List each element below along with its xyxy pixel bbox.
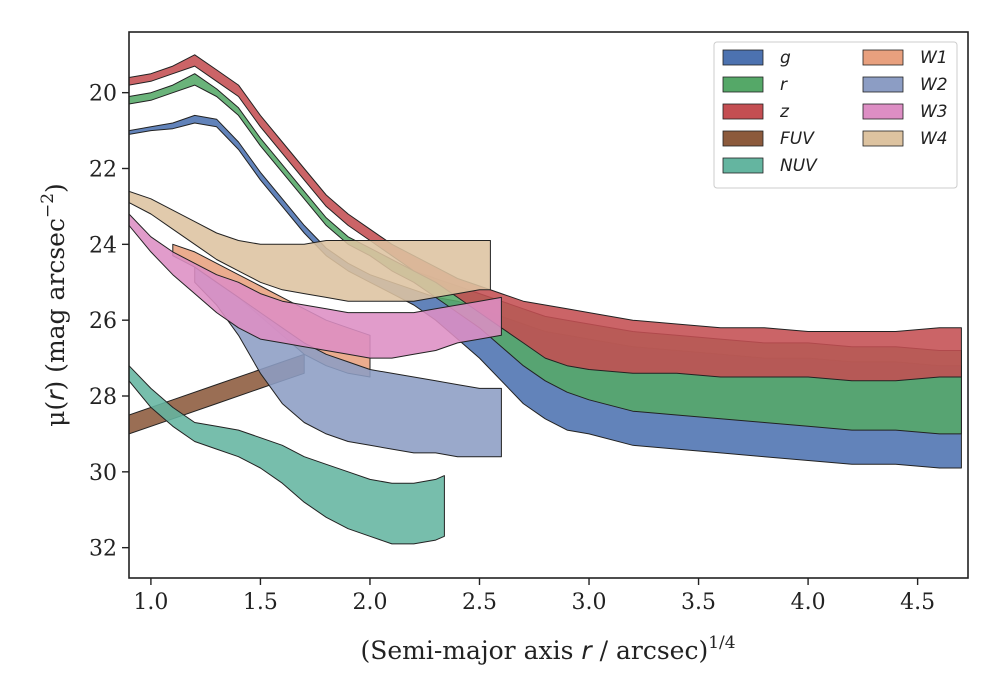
legend-swatch-nuv [722, 157, 764, 174]
x-axis-title: (Semi-major axis r / arcsec)1/4 [360, 633, 735, 665]
legend-label-w3: W3 [920, 102, 948, 122]
legend-label-r: r [780, 75, 788, 95]
y-tick-label: 32 [89, 537, 117, 562]
legend-label-w1: W1 [920, 48, 948, 68]
legend-swatch-g [722, 49, 764, 66]
legend-swatch-z [722, 103, 764, 120]
y-tick-label: 26 [89, 309, 117, 334]
x-tick-label: 3.0 [572, 590, 607, 615]
y-tick-label: 24 [89, 233, 117, 258]
band-nuv [129, 365, 445, 545]
x-tick-label: 4.5 [900, 590, 935, 615]
x-tick-label: 2.0 [352, 590, 387, 615]
legend-swatch-w2 [862, 76, 904, 93]
y-axis-title: μ(r) (mag arcsec−2) [38, 183, 70, 427]
y-tick-label: 28 [89, 385, 117, 410]
band-w4 [129, 190, 491, 302]
legend: grz FUV NUV W1 W2 W3 W4 [713, 41, 958, 189]
x-tick-label: 3.5 [681, 590, 716, 615]
axes: 1.0 1.5 2.0 2.5 3.0 3.5 4.0 4.5 20 22 24 26 28 30 32 [89, 31, 969, 615]
legend-label-w2: W2 [920, 75, 948, 95]
y-tick-label: 20 [89, 82, 117, 107]
legend-swatch-w1 [862, 49, 904, 66]
band-z [129, 54, 962, 382]
legend-label-fuv: FUV [780, 129, 815, 149]
plot-area [129, 54, 962, 545]
x-tick-label: 4.0 [791, 590, 826, 615]
legend-label-nuv: NUV [780, 156, 818, 176]
x-tick-label: 2.5 [462, 590, 497, 615]
y-tick-label: 22 [89, 158, 117, 183]
legend-label-w4: W4 [920, 129, 948, 149]
x-tick-label: 1.5 [243, 590, 278, 615]
legend-swatch-w4 [862, 130, 904, 147]
y-tick-label: 30 [89, 461, 117, 486]
axes-frame [128, 31, 969, 579]
legend-label-g: g [780, 48, 791, 68]
legend-label-z: z [779, 102, 790, 122]
x-tick-label: 1.0 [133, 590, 168, 615]
band-w3 [129, 213, 502, 359]
legend-swatch-w3 [862, 103, 904, 120]
legend-swatch-fuv [722, 130, 764, 147]
legend-swatch-r [722, 76, 764, 93]
